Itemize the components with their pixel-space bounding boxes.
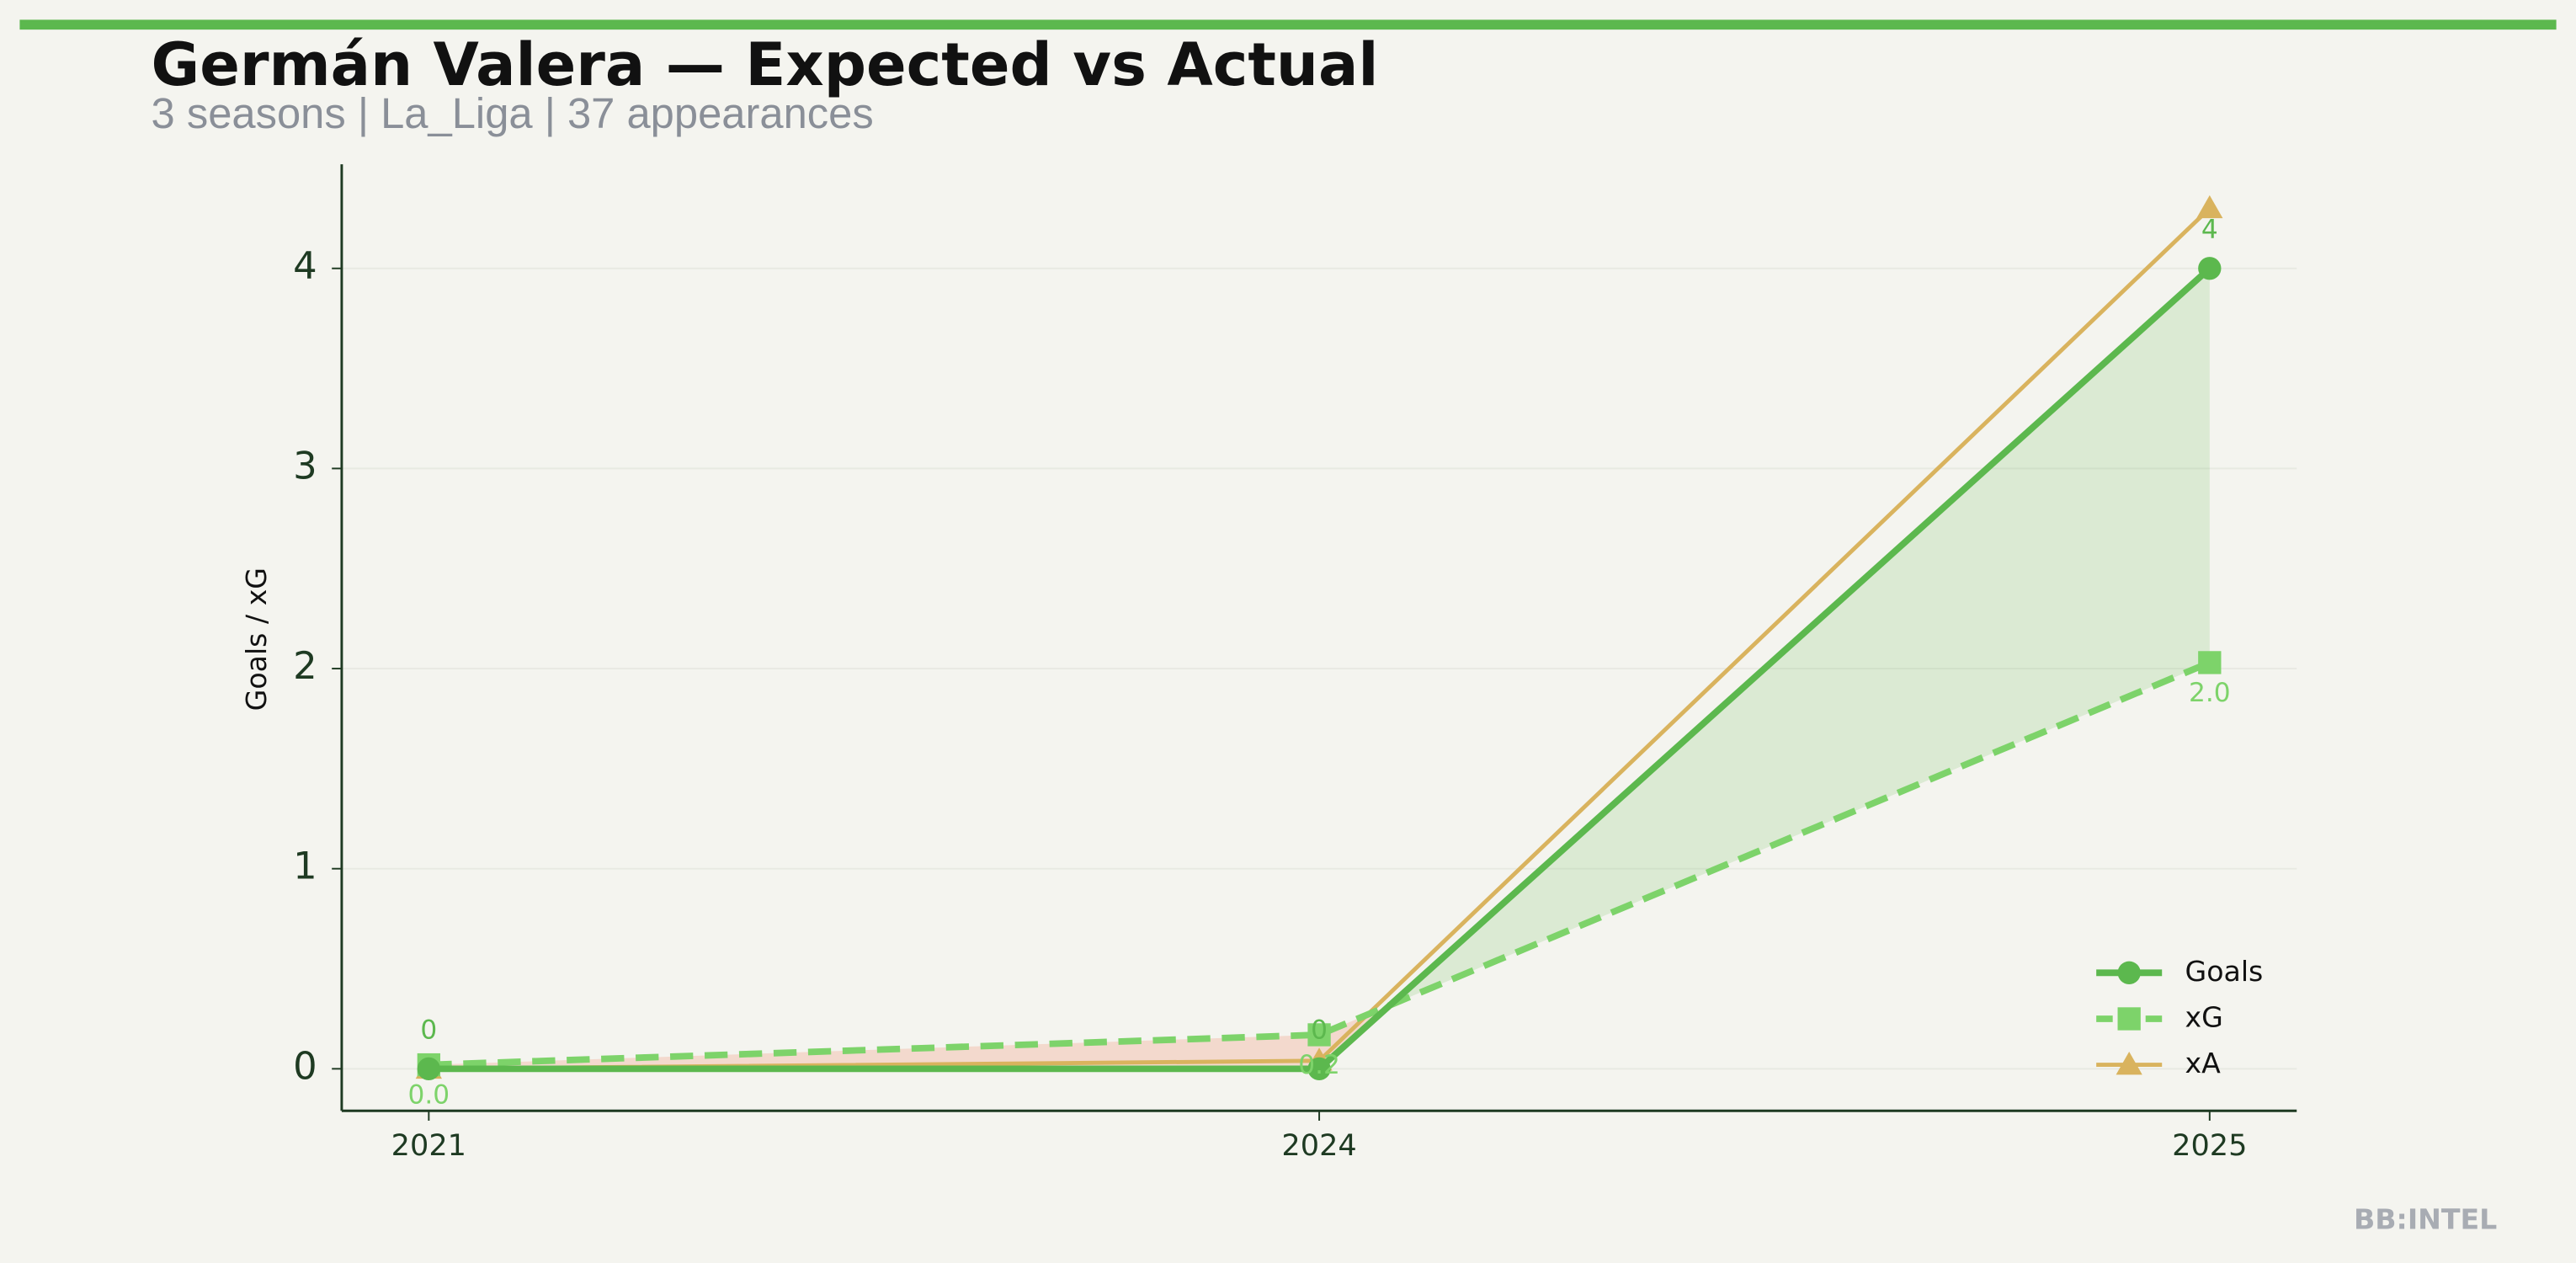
data-label: 2.0: [2189, 678, 2231, 708]
grid: 0 1 2 3 4 2021 2024 2025: [293, 243, 2297, 1163]
data-label: 0: [1311, 1015, 1328, 1045]
marker: [2198, 651, 2222, 674]
marker: [2117, 961, 2141, 984]
y-tick-label: 1: [293, 844, 317, 888]
chart-subtitle: 3 seasons | La_Liga | 37 appearances: [152, 89, 874, 137]
legend-label: xA: [2185, 1047, 2222, 1079]
x-tick-label: 2025: [2172, 1128, 2247, 1163]
marker: [2116, 1052, 2142, 1075]
chart-title: Germán Valera — Expected vs Actual: [152, 30, 1379, 99]
marker: [1307, 1057, 1331, 1081]
y-tick-label: 0: [293, 1043, 317, 1088]
y-tick-label: 2: [293, 643, 317, 688]
legend: Goals xG xA: [2096, 955, 2263, 1079]
x-tick-label: 2021: [391, 1128, 466, 1163]
y-tick-label: 4: [293, 243, 317, 288]
x-tick-label: 2024: [1281, 1128, 1356, 1163]
marker: [1307, 1023, 1331, 1047]
marker: [2198, 257, 2222, 280]
y-axis-label: Goals / xG: [240, 568, 273, 711]
data-label: 0.2: [1298, 1050, 1340, 1080]
legend-label: xG: [2185, 1000, 2223, 1033]
data-label: 0.0: [408, 1080, 450, 1111]
legend-label: Goals: [2185, 955, 2264, 988]
data-label: 0: [420, 1015, 437, 1045]
marker: [417, 1057, 441, 1081]
watermark: BB:INTEL: [2354, 1203, 2497, 1236]
data-label: 4: [2201, 215, 2218, 245]
y-tick-label: 3: [293, 443, 317, 488]
top-bar: [19, 19, 2557, 30]
series-line: [428, 659, 2211, 1068]
lines: 0 0 4 0.0 0.2 2.0: [408, 195, 2231, 1111]
marker: [2117, 1007, 2141, 1031]
marker: [2196, 195, 2223, 219]
